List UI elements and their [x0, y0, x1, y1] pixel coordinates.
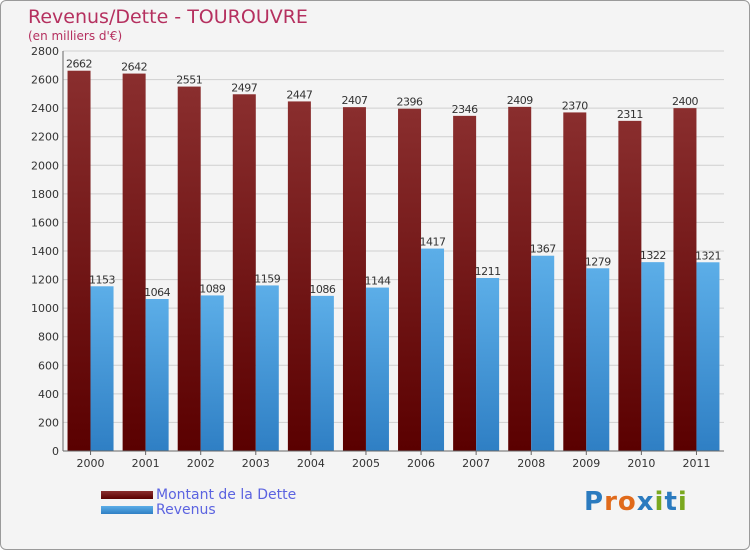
bar-dette: [618, 120, 642, 451]
logo-letter: P: [584, 487, 605, 517]
data-label-dette: 2447: [286, 88, 312, 101]
data-label-dette: 2642: [121, 61, 147, 74]
bar-revenus: [696, 262, 720, 451]
y-tick-label: 400: [38, 388, 59, 401]
legend-swatch-revenus: [101, 505, 153, 514]
data-label-dette: 2497: [231, 81, 257, 94]
x-tick-label: 2000: [77, 457, 105, 470]
y-tick-label: 1600: [31, 216, 59, 229]
y-tick-label: 2600: [31, 74, 59, 87]
x-tick-label: 2001: [132, 457, 160, 470]
logo-letter: t: [664, 487, 678, 517]
y-tick-label: 2200: [31, 131, 59, 144]
chart-subtitle: (en milliers d'€): [28, 29, 123, 43]
legend-item-revenus: Revenus: [101, 501, 296, 518]
bar-revenus: [421, 248, 445, 451]
data-labels: 2662 1153 2642 1064 2551 1089 2497 1159 2447 1086…: [66, 58, 721, 299]
y-tick-label: 1400: [31, 245, 59, 258]
bar-revenus: [365, 287, 389, 451]
data-label-revenus: 1321: [695, 249, 721, 262]
bar-dette: [563, 112, 587, 451]
logo-letter: i: [654, 487, 665, 517]
axes: 0 200 400 600 800 1000 1200 1400 1600 1800 2000 220…: [31, 45, 724, 470]
logo-letter: i: [677, 487, 688, 517]
data-label-revenus: 1153: [89, 273, 115, 286]
bar-revenus: [586, 268, 610, 451]
bar-revenus: [90, 286, 114, 451]
data-label-revenus: 1322: [640, 249, 666, 262]
data-label-revenus: 1159: [254, 272, 280, 285]
legend-item-dette: Montant de la Dette: [101, 486, 297, 503]
bar-dette: [177, 86, 201, 452]
x-tick-label: 2008: [517, 457, 545, 470]
y-tick-label: 800: [38, 331, 59, 344]
data-label-dette: 2407: [341, 94, 367, 107]
bar-dette: [122, 73, 146, 452]
data-label-revenus: 1367: [530, 243, 556, 256]
y-tick-label: 1200: [31, 274, 59, 287]
x-tick-label: 2006: [407, 457, 435, 470]
legend-swatch-dette: [101, 490, 153, 499]
bar-revenus: [531, 255, 555, 451]
bar-dette: [673, 108, 697, 452]
bar-dette: [67, 70, 91, 451]
data-label-dette: 2370: [562, 99, 588, 112]
data-label-dette: 2311: [617, 108, 643, 121]
bars: [67, 70, 720, 452]
data-label-revenus: 1144: [364, 275, 390, 288]
data-label-dette: 2400: [672, 95, 698, 108]
bar-revenus: [255, 285, 279, 451]
bar-dette: [342, 107, 366, 452]
legend: Montant de la Dette Revenus: [101, 486, 297, 518]
logo-letter: x: [636, 487, 655, 517]
y-tick-label: 2800: [31, 45, 59, 58]
bar-dette: [398, 108, 422, 451]
x-tick-label: 2005: [352, 457, 380, 470]
bar-revenus: [476, 278, 500, 451]
y-tick-label: 1000: [31, 302, 59, 315]
data-label-dette: 2409: [507, 94, 533, 107]
x-tick-label: 2002: [187, 457, 215, 470]
proxiti-logo: Proxiti: [584, 487, 688, 517]
data-label-revenus: 1064: [144, 286, 170, 299]
x-tick-label: 2010: [627, 457, 655, 470]
bar-revenus: [641, 262, 665, 451]
bar-revenus: [145, 299, 169, 451]
y-tick-label: 2400: [31, 102, 59, 115]
logo-letter: o: [617, 487, 637, 517]
data-label-revenus: 1279: [585, 255, 611, 268]
x-tick-label: 2004: [297, 457, 325, 470]
chart-title: Revenus/Dette - TOUROUVRE: [28, 6, 308, 28]
bar-revenus: [310, 295, 334, 451]
data-label-dette: 2346: [452, 103, 478, 116]
bar-revenus: [200, 295, 224, 451]
bar-dette: [508, 106, 532, 451]
gridlines: [63, 50, 724, 452]
y-tick-label: 200: [38, 416, 59, 429]
legend-label-dette: Montant de la Dette: [156, 486, 297, 503]
data-label-revenus: 1211: [475, 265, 501, 278]
bar-dette: [232, 94, 256, 452]
y-tick-label: 1800: [31, 188, 59, 201]
x-tick-label: 2011: [682, 457, 710, 470]
y-tick-label: 2000: [31, 159, 59, 172]
bar-dette: [287, 101, 311, 451]
data-label-revenus: 1089: [199, 282, 225, 295]
bar-dette: [453, 115, 477, 451]
data-label-dette: 2396: [397, 96, 423, 109]
x-tick-label: 2009: [572, 457, 600, 470]
data-label-revenus: 1086: [309, 283, 335, 296]
data-label-dette: 2551: [176, 74, 202, 87]
logo-letter: r: [604, 487, 618, 517]
data-label-dette: 2662: [66, 58, 92, 71]
legend-label-revenus: Revenus: [156, 501, 216, 518]
data-label-revenus: 1417: [420, 236, 446, 249]
y-tick-label: 0: [52, 445, 59, 458]
x-tick-label: 2003: [242, 457, 270, 470]
x-tick-label: 2007: [462, 457, 490, 470]
y-tick-label: 600: [38, 359, 59, 372]
